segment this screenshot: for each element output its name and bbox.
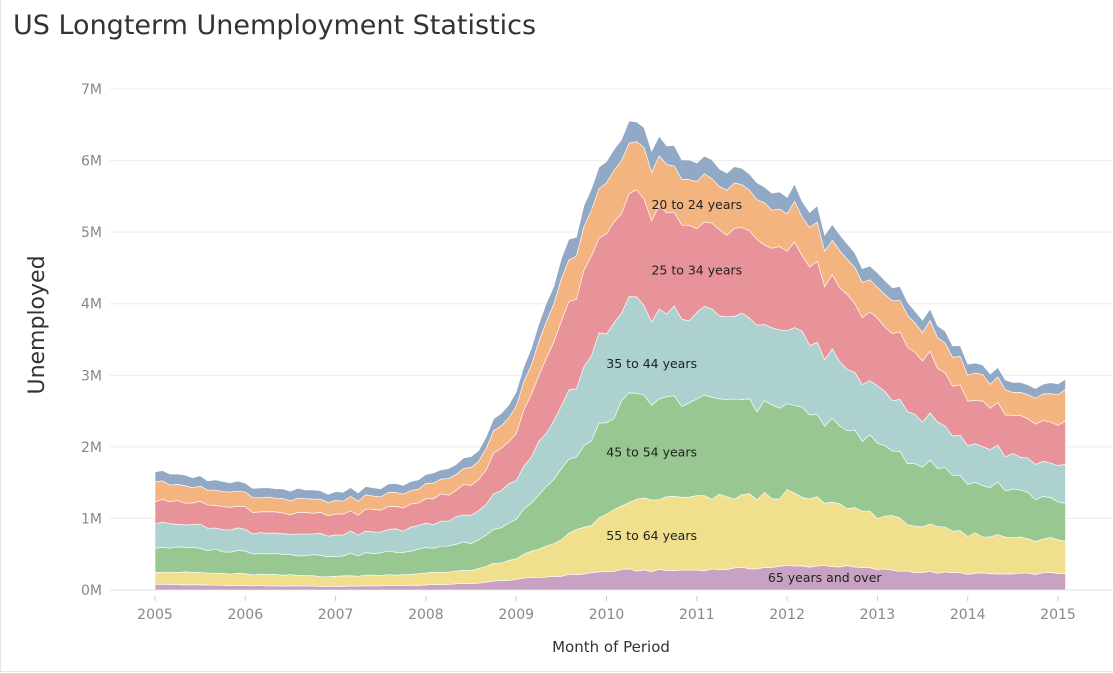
area-labels: 65 years and over 55 to 64 years 45 to 54 …	[606, 197, 882, 585]
area-label: 45 to 54 years	[606, 445, 697, 460]
y-tick-label: 4M	[81, 297, 102, 313]
x-tick-label: 2011	[679, 607, 715, 623]
x-axis-ticks: 2005 2006 2007 2008 2009 2010 2011 2012 2013 2014…	[137, 596, 1076, 623]
y-tick-label: 5M	[81, 225, 102, 241]
y-tick-label: 2M	[81, 440, 102, 456]
x-tick-label: 2013	[860, 607, 896, 623]
x-tick-label: 2010	[589, 607, 625, 623]
y-axis-ticks: 0M 1M 2M 3M 4M 5M 6M 7M	[81, 82, 102, 599]
stacked-areas	[154, 120, 1066, 591]
x-tick-label: 2012	[769, 607, 805, 623]
y-axis-label: Unemployed	[25, 255, 50, 394]
x-axis-label: Month of Period	[552, 638, 670, 656]
y-tick-label: 0M	[81, 583, 102, 599]
x-tick-label: 2007	[318, 607, 354, 623]
x-tick-label: 2008	[408, 607, 444, 623]
x-tick-label: 2009	[498, 607, 534, 623]
area-label: 20 to 24 years	[651, 197, 742, 212]
area-series-6	[154, 120, 1066, 504]
x-tick-label: 2005	[137, 607, 173, 623]
area-label: 35 to 44 years	[606, 356, 697, 371]
x-tick-label: 2014	[950, 607, 986, 623]
chart-title: US Longterm Unemployment Statistics	[13, 10, 537, 41]
y-tick-label: 7M	[81, 82, 102, 98]
x-tick-label: 2015	[1040, 607, 1076, 623]
y-tick-label: 3M	[81, 368, 102, 384]
y-tick-label: 1M	[81, 511, 102, 527]
area-label: 65 years and over	[768, 570, 882, 585]
x-tick-label: 2006	[227, 607, 263, 623]
y-tick-label: 6M	[81, 154, 102, 170]
area-label: 25 to 34 years	[651, 262, 742, 277]
area-label: 55 to 64 years	[606, 528, 697, 543]
